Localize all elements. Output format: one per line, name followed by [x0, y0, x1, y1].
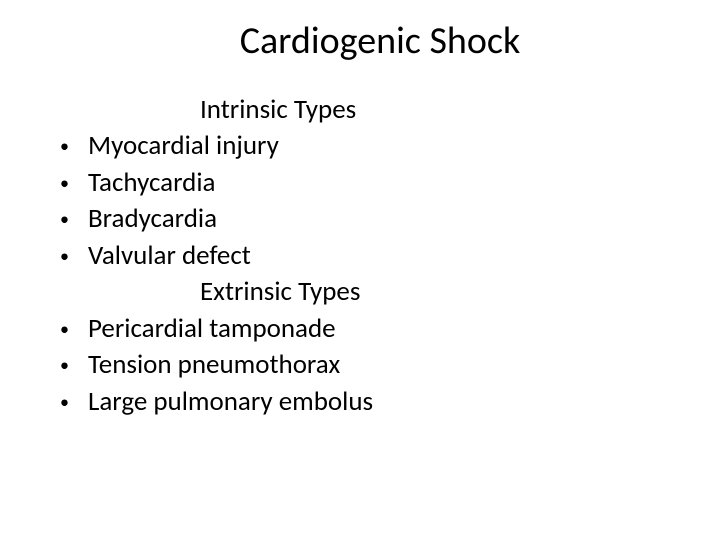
bullet-icon: •: [60, 134, 88, 158]
slide-title: Cardiogenic Shock: [80, 18, 680, 64]
bullet-icon: •: [60, 207, 88, 231]
bullet-text: Large pulmonary embolus: [88, 384, 680, 420]
section-heading-intrinsic: Intrinsic Types: [60, 92, 680, 128]
list-item: • Large pulmonary embolus: [60, 384, 680, 420]
bullet-text: Tachycardia: [88, 165, 680, 201]
bullet-text: Tension pneumothorax: [88, 347, 680, 383]
list-item: • Valvular defect: [60, 238, 680, 274]
bullet-text: Bradycardia: [88, 201, 680, 237]
bullet-text: Valvular defect: [88, 238, 680, 274]
list-item: • Tachycardia: [60, 165, 680, 201]
list-item: • Myocardial injury: [60, 128, 680, 164]
list-item: • Tension pneumothorax: [60, 347, 680, 383]
slide-container: Cardiogenic Shock Intrinsic Types • Myoc…: [0, 0, 720, 540]
bullet-text: Pericardial tamponade: [88, 311, 680, 347]
bullet-icon: •: [60, 317, 88, 341]
slide-content: Intrinsic Types • Myocardial injury • Ta…: [40, 92, 680, 420]
bullet-icon: •: [60, 171, 88, 195]
list-item: • Pericardial tamponade: [60, 311, 680, 347]
bullet-icon: •: [60, 390, 88, 414]
section-heading-extrinsic: Extrinsic Types: [60, 274, 680, 310]
list-item: • Bradycardia: [60, 201, 680, 237]
bullet-icon: •: [60, 244, 88, 268]
bullet-icon: •: [60, 353, 88, 377]
bullet-text: Myocardial injury: [88, 128, 680, 164]
